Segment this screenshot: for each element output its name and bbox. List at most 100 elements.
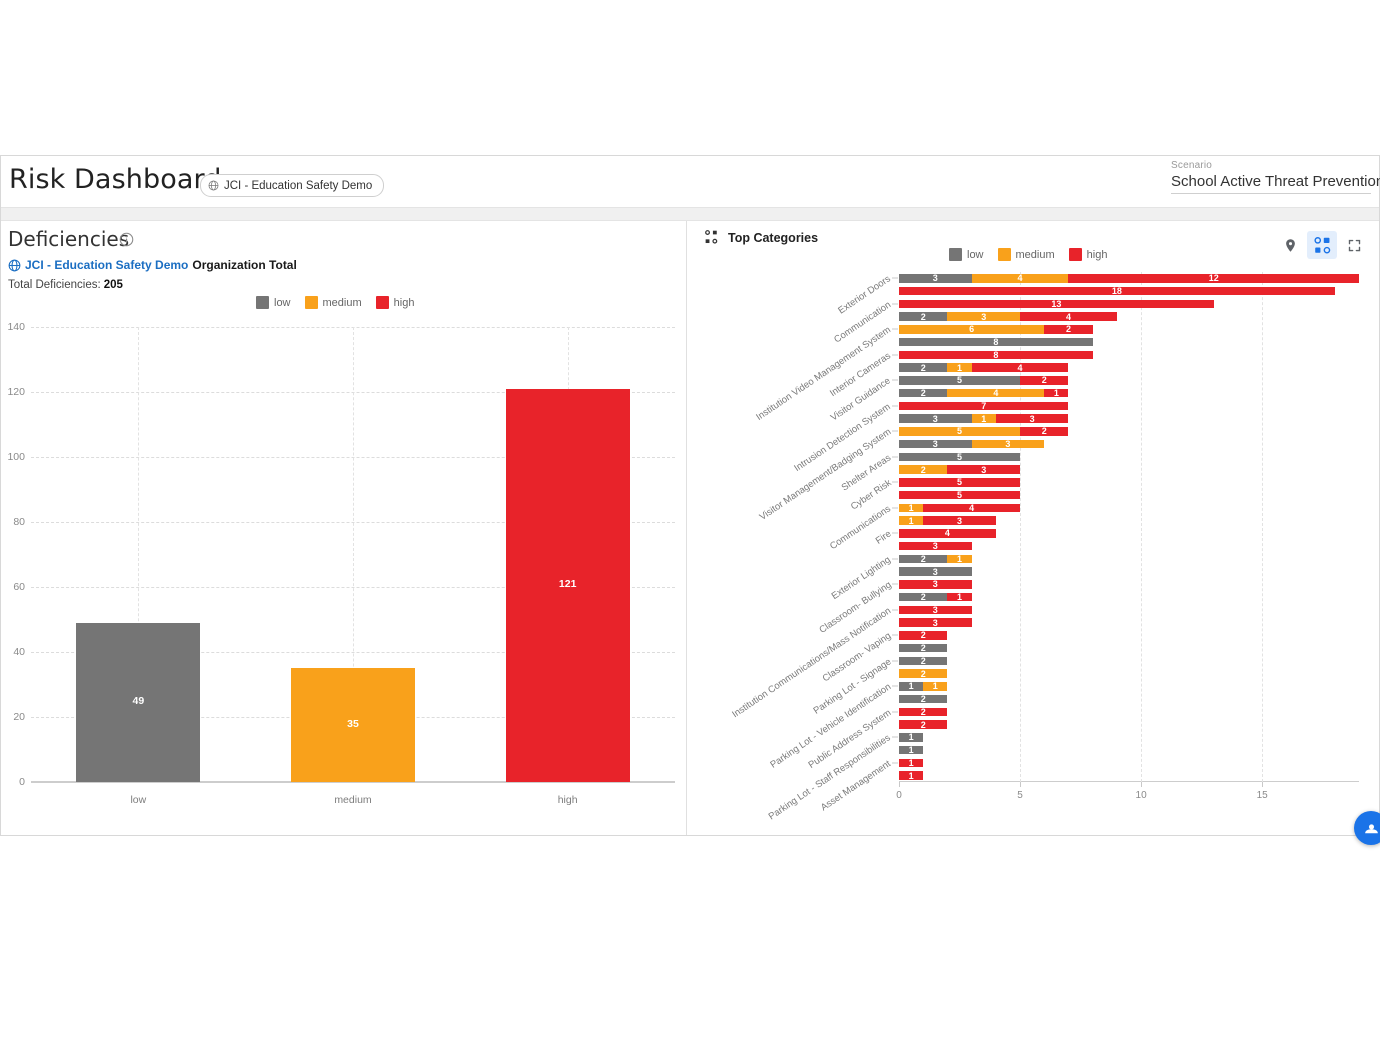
bar-segment-high[interactable]: 3 xyxy=(899,580,972,589)
table-row[interactable]: 2 xyxy=(899,669,1359,678)
bar-segment-high[interactable]: 2 xyxy=(1020,427,1069,436)
table-row[interactable]: 5 xyxy=(899,490,1359,500)
table-row[interactable]: 3 xyxy=(899,580,1359,589)
bar-segment-low[interactable]: 2 xyxy=(899,363,948,372)
bar-segment-high[interactable]: 7 xyxy=(899,401,1069,411)
bar-segment-high[interactable]: 1 xyxy=(899,771,924,780)
bar-medium[interactable]: 35 xyxy=(291,668,415,782)
bar-segment-low[interactable]: 1 xyxy=(899,745,924,755)
table-row[interactable]: 3 xyxy=(899,541,1359,551)
bar-segment-low[interactable]: 3 xyxy=(899,414,972,423)
bar-segment-low[interactable]: 3 xyxy=(899,567,972,576)
bar-segment-high[interactable]: 1 xyxy=(1044,388,1069,398)
bar-high[interactable]: 121 xyxy=(505,388,630,782)
add-widget-fab[interactable] xyxy=(1354,811,1380,845)
bar-segment-low[interactable]: 3 xyxy=(899,274,972,283)
bar-segment-low[interactable]: 2 xyxy=(899,694,948,704)
bar-segment-high[interactable]: 2 xyxy=(1020,376,1069,385)
table-row[interactable]: 2 xyxy=(899,720,1359,729)
bar-segment-low[interactable]: 2 xyxy=(899,643,948,653)
bar-segment-high[interactable]: 5 xyxy=(899,478,1021,487)
table-row[interactable]: 2 4 1 xyxy=(899,388,1359,398)
bar-segment-high[interactable]: 13 xyxy=(899,299,1214,309)
bar-segment-medium[interactable]: 5 xyxy=(899,427,1021,436)
bar-segment-low[interactable]: 2 xyxy=(899,554,948,564)
organization-chip[interactable]: JCI - Education Safety Demo xyxy=(200,174,385,197)
table-row[interactable]: 18 xyxy=(899,286,1359,296)
bar-segment-medium[interactable]: 1 xyxy=(971,414,996,423)
table-row[interactable]: 2 xyxy=(899,707,1359,717)
bar-segment-low[interactable]: 2 xyxy=(899,656,948,666)
bar-segment-low[interactable]: 2 xyxy=(899,388,948,398)
bar-segment-medium[interactable]: 2 xyxy=(899,465,948,474)
table-row[interactable]: 5 xyxy=(899,478,1359,487)
bar-segment-low[interactable]: 1 xyxy=(899,733,924,742)
bar-segment-high[interactable]: 5 xyxy=(899,490,1021,500)
bar-segment-high[interactable]: 3 xyxy=(995,414,1069,423)
table-row[interactable]: 3 xyxy=(899,618,1359,627)
table-row[interactable]: 2 xyxy=(899,643,1359,653)
widgets-view-button[interactable] xyxy=(1307,231,1337,259)
legend-item-high[interactable]: high xyxy=(375,296,414,309)
bar-segment-low[interactable]: 2 xyxy=(899,592,948,602)
table-row[interactable]: 2 xyxy=(899,631,1359,640)
bar-segment-high[interactable]: 3 xyxy=(899,605,972,615)
bar-segment-high[interactable]: 3 xyxy=(899,541,972,551)
bar-segment-low[interactable]: 2 xyxy=(899,312,948,321)
bar-segment-low[interactable]: 1 xyxy=(899,682,924,691)
bar-segment-medium[interactable]: 1 xyxy=(899,503,924,513)
info-icon[interactable] xyxy=(119,232,134,247)
table-row[interactable]: 1 xyxy=(899,771,1359,780)
table-row[interactable]: 4 xyxy=(899,529,1359,538)
bar-segment-low[interactable]: 3 xyxy=(899,439,972,449)
bar-segment-medium[interactable]: 4 xyxy=(947,388,1045,398)
bar-segment-high[interactable]: 2 xyxy=(1044,325,1093,334)
table-row[interactable]: 8 xyxy=(899,337,1359,347)
bar-segment-medium[interactable]: 1 xyxy=(947,363,972,372)
organization-link[interactable]: JCI - Education Safety Demo xyxy=(25,258,189,272)
table-row[interactable]: 8 xyxy=(899,350,1359,360)
bar-segment-high[interactable]: 18 xyxy=(899,286,1335,296)
bar-segment-high[interactable]: 12 xyxy=(1068,274,1359,283)
table-row[interactable]: 2 3 4 xyxy=(899,312,1359,321)
table-row[interactable]: 2 1 4 xyxy=(899,363,1359,372)
bar-segment-high[interactable]: 3 xyxy=(947,465,1021,474)
legend-item-high[interactable]: high xyxy=(1068,248,1107,261)
table-row[interactable]: 2 xyxy=(899,656,1359,666)
bar-low[interactable]: 49 xyxy=(76,622,201,782)
table-row[interactable]: 3 4 12 xyxy=(899,274,1359,283)
bar-segment-medium[interactable]: 4 xyxy=(971,274,1069,283)
bar-segment-medium[interactable]: 1 xyxy=(923,682,948,691)
table-row[interactable]: 1 xyxy=(899,733,1359,742)
bar-segment-high[interactable]: 1 xyxy=(947,592,972,602)
bar-segment-high[interactable]: 2 xyxy=(899,707,948,717)
legend-item-medium[interactable]: medium xyxy=(304,296,362,309)
bar-segment-high[interactable]: 8 xyxy=(899,350,1093,360)
bar-segment-medium[interactable]: 2 xyxy=(899,669,948,678)
bar-segment-high[interactable]: 4 xyxy=(899,529,996,538)
bar-segment-medium[interactable]: 3 xyxy=(971,439,1045,449)
bar-segment-high[interactable]: 2 xyxy=(899,631,948,640)
bar-segment-high[interactable]: 4 xyxy=(971,363,1069,372)
bar-segment-high[interactable]: 3 xyxy=(923,516,996,525)
bar-segment-high[interactable]: 4 xyxy=(1020,312,1117,321)
bar-segment-high[interactable]: 4 xyxy=(923,503,1021,513)
bar-segment-low[interactable]: 8 xyxy=(899,337,1093,347)
legend-item-low[interactable]: low xyxy=(949,248,984,261)
table-row[interactable]: 1 xyxy=(899,745,1359,755)
legend-item-low[interactable]: low xyxy=(256,296,291,309)
bar-segment-high[interactable]: 2 xyxy=(899,720,948,729)
bar-segment-low[interactable]: 5 xyxy=(899,452,1021,462)
table-row[interactable]: 2 xyxy=(899,694,1359,704)
table-row[interactable]: 3 xyxy=(899,567,1359,576)
fullscreen-button[interactable] xyxy=(1339,231,1369,259)
bar-segment-high[interactable]: 1 xyxy=(899,758,924,768)
